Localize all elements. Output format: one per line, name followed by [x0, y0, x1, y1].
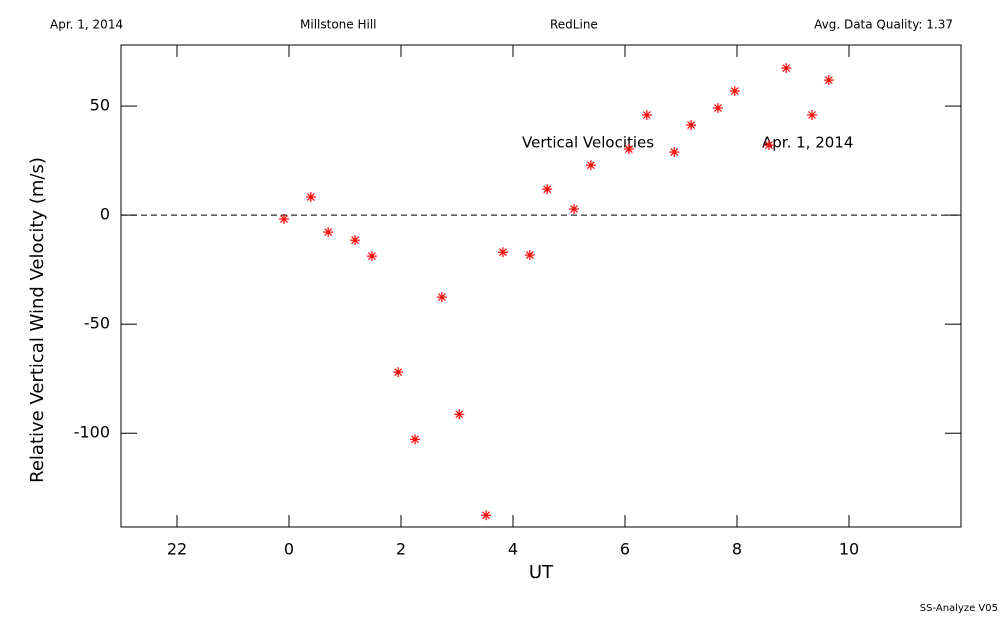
point — [807, 110, 818, 121]
header-quality: Avg. Data Quality: 1.37 — [814, 18, 953, 32]
point — [305, 192, 316, 203]
point — [669, 147, 680, 158]
point — [393, 367, 404, 378]
x-tick-label: 0 — [284, 540, 294, 559]
header-site: Millstone Hill — [300, 18, 376, 32]
point-stroke — [782, 64, 791, 73]
point-stroke — [306, 193, 315, 201]
point — [641, 110, 652, 121]
point-stroke — [351, 236, 360, 245]
point — [585, 160, 596, 171]
point-stroke — [367, 252, 376, 261]
x-tick-label: 8 — [732, 540, 742, 559]
point — [366, 251, 377, 262]
footer: SS-Analyze V05 — [920, 603, 998, 614]
point-stroke — [714, 104, 722, 112]
x-tick-label: 22 — [167, 540, 187, 559]
point-stroke — [586, 161, 595, 170]
point — [686, 120, 697, 131]
point — [497, 247, 508, 258]
y-tick-label: 50 — [90, 96, 110, 115]
point-stroke — [570, 205, 578, 213]
point — [410, 434, 420, 445]
point — [823, 75, 834, 86]
point-stroke — [437, 293, 446, 302]
point-stroke — [687, 121, 696, 129]
x-tick-label: 10 — [839, 540, 859, 559]
point-stroke — [764, 141, 773, 150]
point-stroke — [498, 248, 507, 257]
annotation: Apr. 1, 2014 — [762, 134, 853, 152]
x-tick-label: 4 — [508, 540, 518, 559]
point — [623, 144, 634, 155]
point — [278, 214, 289, 225]
point — [436, 292, 447, 303]
point — [524, 250, 535, 261]
y-tick-label: -100 — [74, 423, 110, 442]
point-stroke — [730, 87, 739, 95]
annotation: Vertical Velocities — [522, 134, 654, 152]
y-tick-label: -50 — [84, 314, 110, 333]
point-stroke — [455, 410, 464, 419]
point — [781, 63, 792, 74]
point-stroke — [324, 228, 333, 237]
point-stroke — [482, 511, 491, 520]
header-instrument: RedLine — [550, 18, 598, 32]
point-stroke — [808, 111, 816, 119]
point-stroke — [394, 368, 403, 377]
point-stroke — [543, 185, 552, 194]
x-axis-label: UT — [529, 562, 554, 583]
y-tick-label: 0 — [100, 205, 110, 224]
point — [481, 510, 492, 521]
point-stroke — [525, 251, 534, 259]
point — [454, 409, 465, 420]
point-stroke — [824, 76, 833, 85]
point — [350, 235, 361, 246]
point-stroke — [670, 148, 679, 157]
point — [729, 86, 740, 97]
header-date: Apr. 1, 2014 — [50, 18, 123, 32]
point — [323, 227, 334, 238]
plot-frame — [120, 44, 962, 528]
x-tick-label: 6 — [620, 540, 630, 559]
point-stroke — [411, 435, 419, 444]
point — [763, 140, 774, 151]
y-axis-label: Relative Vertical Wind Velocity (m/s) — [27, 157, 48, 483]
point — [712, 103, 723, 114]
point-stroke — [642, 111, 651, 119]
point — [569, 204, 580, 215]
point — [542, 184, 553, 195]
point-stroke — [624, 145, 633, 153]
x-tick-label: 2 — [396, 540, 406, 559]
point-stroke — [280, 215, 288, 223]
